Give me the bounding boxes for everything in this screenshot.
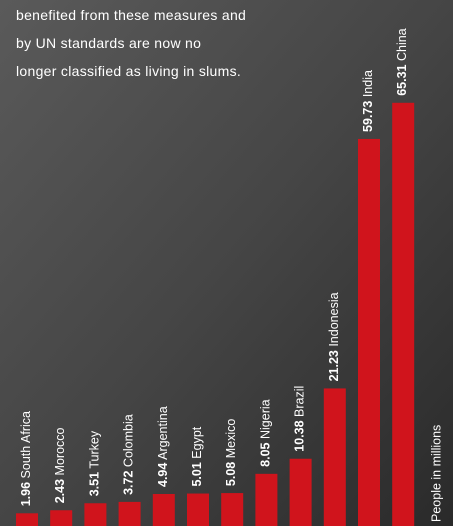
value-label: 3.72 (122, 471, 136, 495)
category-label: Argentina (156, 406, 170, 460)
value-label: 59.73 (361, 101, 375, 132)
chart: benefited from these measures and by UN … (0, 0, 453, 526)
value-label: 10.38 (293, 420, 307, 451)
bar (84, 503, 106, 526)
bar-label: 5.08 Mexico (224, 419, 238, 486)
bar (255, 474, 277, 526)
category-label: Turkey (88, 430, 102, 468)
value-label: 5.08 (224, 462, 238, 486)
y-axis-label: People in millions (429, 425, 443, 522)
bar-label: 59.73 India (361, 70, 375, 132)
category-label: Indonesia (327, 292, 341, 346)
category-label: China (395, 28, 409, 61)
bar-label: 3.51 Turkey (88, 430, 102, 496)
bar (50, 510, 72, 526)
category-label: Mexico (224, 419, 238, 459)
bar-label: 3.72 Colombia (122, 414, 136, 495)
bar-label: 10.38 Brazil (293, 386, 307, 452)
bar (290, 459, 312, 526)
category-label: Morocco (53, 427, 67, 475)
value-label: 5.01 (190, 462, 204, 486)
value-label: 4.94 (156, 463, 170, 487)
intro-line: by UN standards are now no (16, 35, 201, 51)
intro-line: longer classified as living in slums. (16, 63, 241, 79)
category-label: Colombia (122, 414, 136, 467)
bar (119, 502, 141, 526)
bar-label: 1.96 South Africa (19, 411, 33, 506)
bar-label: 65.31 China (395, 28, 409, 95)
bar (187, 494, 209, 526)
bar-label: 21.23 Indonesia (327, 292, 341, 381)
value-label: 65.31 (395, 64, 409, 95)
category-label: South Africa (19, 411, 33, 478)
category-label: Brazil (293, 386, 307, 417)
bar-label: 4.94 Argentina (156, 406, 170, 487)
category-label: Nigeria (259, 399, 273, 439)
bar-label: 5.01 Egypt (190, 426, 204, 486)
value-label: 21.23 (327, 350, 341, 381)
bar-label: 2.43 Morocco (53, 427, 67, 503)
value-label: 2.43 (53, 479, 67, 503)
value-label: 3.51 (88, 472, 102, 496)
bar (392, 103, 414, 526)
bar-label: 8.05 Nigeria (259, 399, 273, 466)
category-label: Egypt (190, 426, 204, 458)
bar (358, 139, 380, 526)
value-label: 8.05 (259, 442, 273, 466)
bar (16, 513, 38, 526)
intro-line: benefited from these measures and (16, 7, 246, 23)
bar (221, 493, 243, 526)
value-label: 1.96 (19, 482, 33, 506)
bar (324, 388, 346, 526)
bar (153, 494, 175, 526)
category-label: India (361, 70, 375, 97)
